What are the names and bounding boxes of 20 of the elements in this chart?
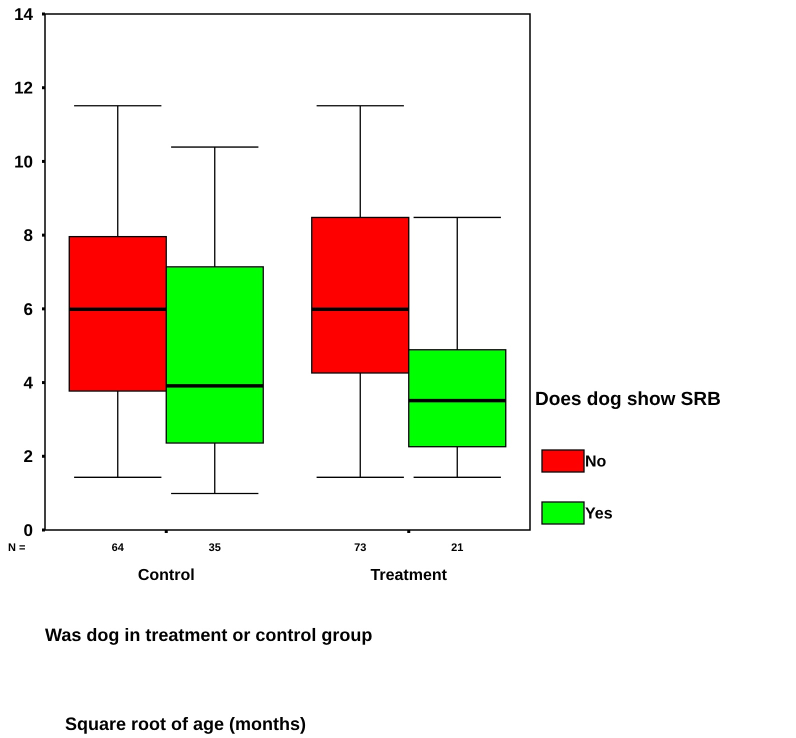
y-tick-label: 10 [14,152,33,172]
text: 73 [354,542,366,554]
legend-label: Yes [585,506,613,523]
y-tick-label: 0 [24,520,33,540]
y-tick-label: 4 [24,374,34,393]
text: 21 [451,542,464,554]
text: 64 [112,542,125,554]
y-tick-label: 8 [24,226,33,246]
y-tick-label: 14 [14,4,34,24]
y-tick-label: 12 [14,78,33,98]
legend-label: No [585,454,607,471]
text: Square root of age (months) [65,714,306,734]
text: N = [8,542,26,554]
text: 35 [208,542,221,554]
legend-title: Does dog show SRB [535,389,721,410]
y-tick-label: 6 [24,300,33,319]
x-axis-title: Was dog in treatment or control group [45,625,372,645]
x-tick-label: Control [138,567,195,584]
x-tick-label: Treatment [370,567,448,584]
y-tick-label: 2 [24,447,33,466]
